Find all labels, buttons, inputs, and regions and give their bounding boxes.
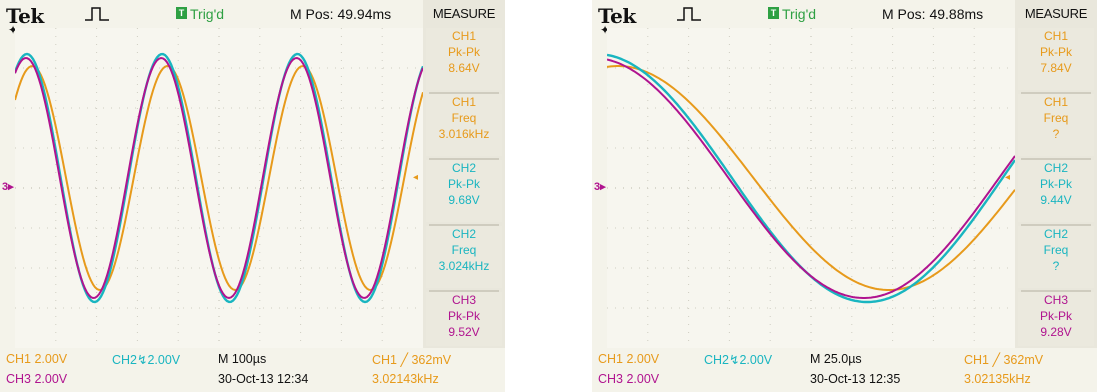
ch1-scale: CH1 2.00V <box>598 352 660 366</box>
ch2-scale: CH2↯2.00V <box>704 353 773 367</box>
horizontal-position: M Pos: 49.88ms <box>882 6 984 22</box>
trigger-frequency: 3.02135kHz <box>964 372 1031 386</box>
trig-badge-icon: T <box>176 7 187 19</box>
measurement-ch3-pkpk[interactable]: CH3 Pk-Pk 9.28V <box>1018 292 1094 346</box>
status-bar: Tek ✦ T Trig'd M Pos: 49.94ms <box>0 0 423 36</box>
measurement-ch1-freq[interactable]: CH1 Freq ? <box>1018 94 1094 156</box>
oscilloscope-screen-left: Tek ✦ T Trig'd M Pos: 49.94ms 3▸ ◂ MEASU… <box>0 0 505 392</box>
menu-title: MEASURE <box>432 6 496 21</box>
measurement-ch1-freq[interactable]: CH1 Freq 3.016kHz <box>426 94 502 156</box>
menu-divider <box>1021 290 1091 292</box>
bottom-status-bar: CH1 2.00V CH2↯2.00V M 100µs CH1 ╱ 362mV … <box>0 348 505 392</box>
graticule-grid <box>607 28 1015 348</box>
ch3-scale: CH3 2.00V <box>598 372 660 386</box>
waveform-display <box>607 28 1015 348</box>
square-pulse-icon <box>85 7 109 21</box>
waveform-trace <box>607 53 1015 304</box>
brand-logo: Tek <box>6 4 44 28</box>
measure-menu: MEASURE CH1 Pk-Pk 7.84V CH1 Freq ? CH2 P… <box>1015 0 1097 348</box>
waveform-trace <box>607 65 1015 291</box>
trigger-setting: CH1 ╱ 362mV <box>372 353 452 367</box>
date-time: 30-Oct-13 12:35 <box>810 372 901 386</box>
brand-logo: Tek <box>598 4 636 28</box>
graticule-grid <box>15 28 423 348</box>
waveform-trace <box>607 58 1015 299</box>
measure-menu: MEASURE CH1 Pk-Pk 8.64V CH1 Freq 3.016kH… <box>423 0 505 348</box>
ground-marker-icon: 3▸ <box>2 181 14 193</box>
trigger-position-icon: ✦ <box>600 23 611 37</box>
trigger-setting: CH1 ╱ 362mV <box>964 353 1044 367</box>
menu-divider <box>429 290 499 292</box>
waveform-display <box>15 28 423 348</box>
date-time: 30-Oct-13 12:34 <box>218 372 309 386</box>
menu-divider <box>429 158 499 160</box>
trigger-status: Trig'd <box>190 6 225 22</box>
square-pulse-icon <box>677 7 701 21</box>
menu-title: MEASURE <box>1024 6 1088 21</box>
measurement-ch2-freq[interactable]: CH2 Freq ? <box>1018 226 1094 288</box>
trigger-level-arrow-icon: ◂ <box>1005 172 1011 183</box>
horizontal-position: M Pos: 49.94ms <box>290 6 392 22</box>
trigger-status: Trig'd <box>782 6 817 22</box>
menu-divider <box>1021 158 1091 160</box>
status-bar: Tek ✦ T Trig'd M Pos: 49.88ms <box>592 0 1015 36</box>
menu-divider <box>1021 92 1091 94</box>
ch3-scale: CH3 2.00V <box>6 372 68 386</box>
trig-badge-icon: T <box>768 7 779 19</box>
measurement-ch1-pkpk[interactable]: CH1 Pk-Pk 8.64V <box>426 28 502 90</box>
time-per-division: M 100µs <box>218 352 267 366</box>
measurement-ch2-pkpk[interactable]: CH2 Pk-Pk 9.44V <box>1018 160 1094 222</box>
ch1-scale: CH1 2.00V <box>6 352 68 366</box>
trigger-level-arrow-icon: ◂ <box>413 172 419 183</box>
ch2-scale: CH2↯2.00V <box>112 353 181 367</box>
measurement-ch2-freq[interactable]: CH2 Freq 3.024kHz <box>426 226 502 288</box>
waveform-trace <box>15 56 423 300</box>
menu-divider <box>429 224 499 226</box>
menu-divider <box>1021 224 1091 226</box>
waveform-trace <box>15 64 423 292</box>
ground-marker-icon: 3▸ <box>594 181 606 193</box>
measurement-ch2-pkpk[interactable]: CH2 Pk-Pk 9.68V <box>426 160 502 222</box>
measurement-ch3-pkpk[interactable]: CH3 Pk-Pk 9.52V <box>426 292 502 346</box>
measurement-ch1-pkpk[interactable]: CH1 Pk-Pk 7.84V <box>1018 28 1094 90</box>
menu-divider <box>429 92 499 94</box>
waveform-traces <box>15 52 423 304</box>
trigger-position-icon: ✦ <box>8 23 19 37</box>
time-per-division: M 25.0µs <box>810 352 862 366</box>
waveform-traces <box>607 53 1015 304</box>
trigger-frequency: 3.02143kHz <box>372 372 439 386</box>
bottom-status-bar: CH1 2.00V CH2↯2.00V M 25.0µs CH1 ╱ 362mV… <box>592 348 1097 392</box>
oscilloscope-screen-right: Tek ✦ T Trig'd M Pos: 49.88ms 3▸ ◂ MEASU… <box>592 0 1097 392</box>
